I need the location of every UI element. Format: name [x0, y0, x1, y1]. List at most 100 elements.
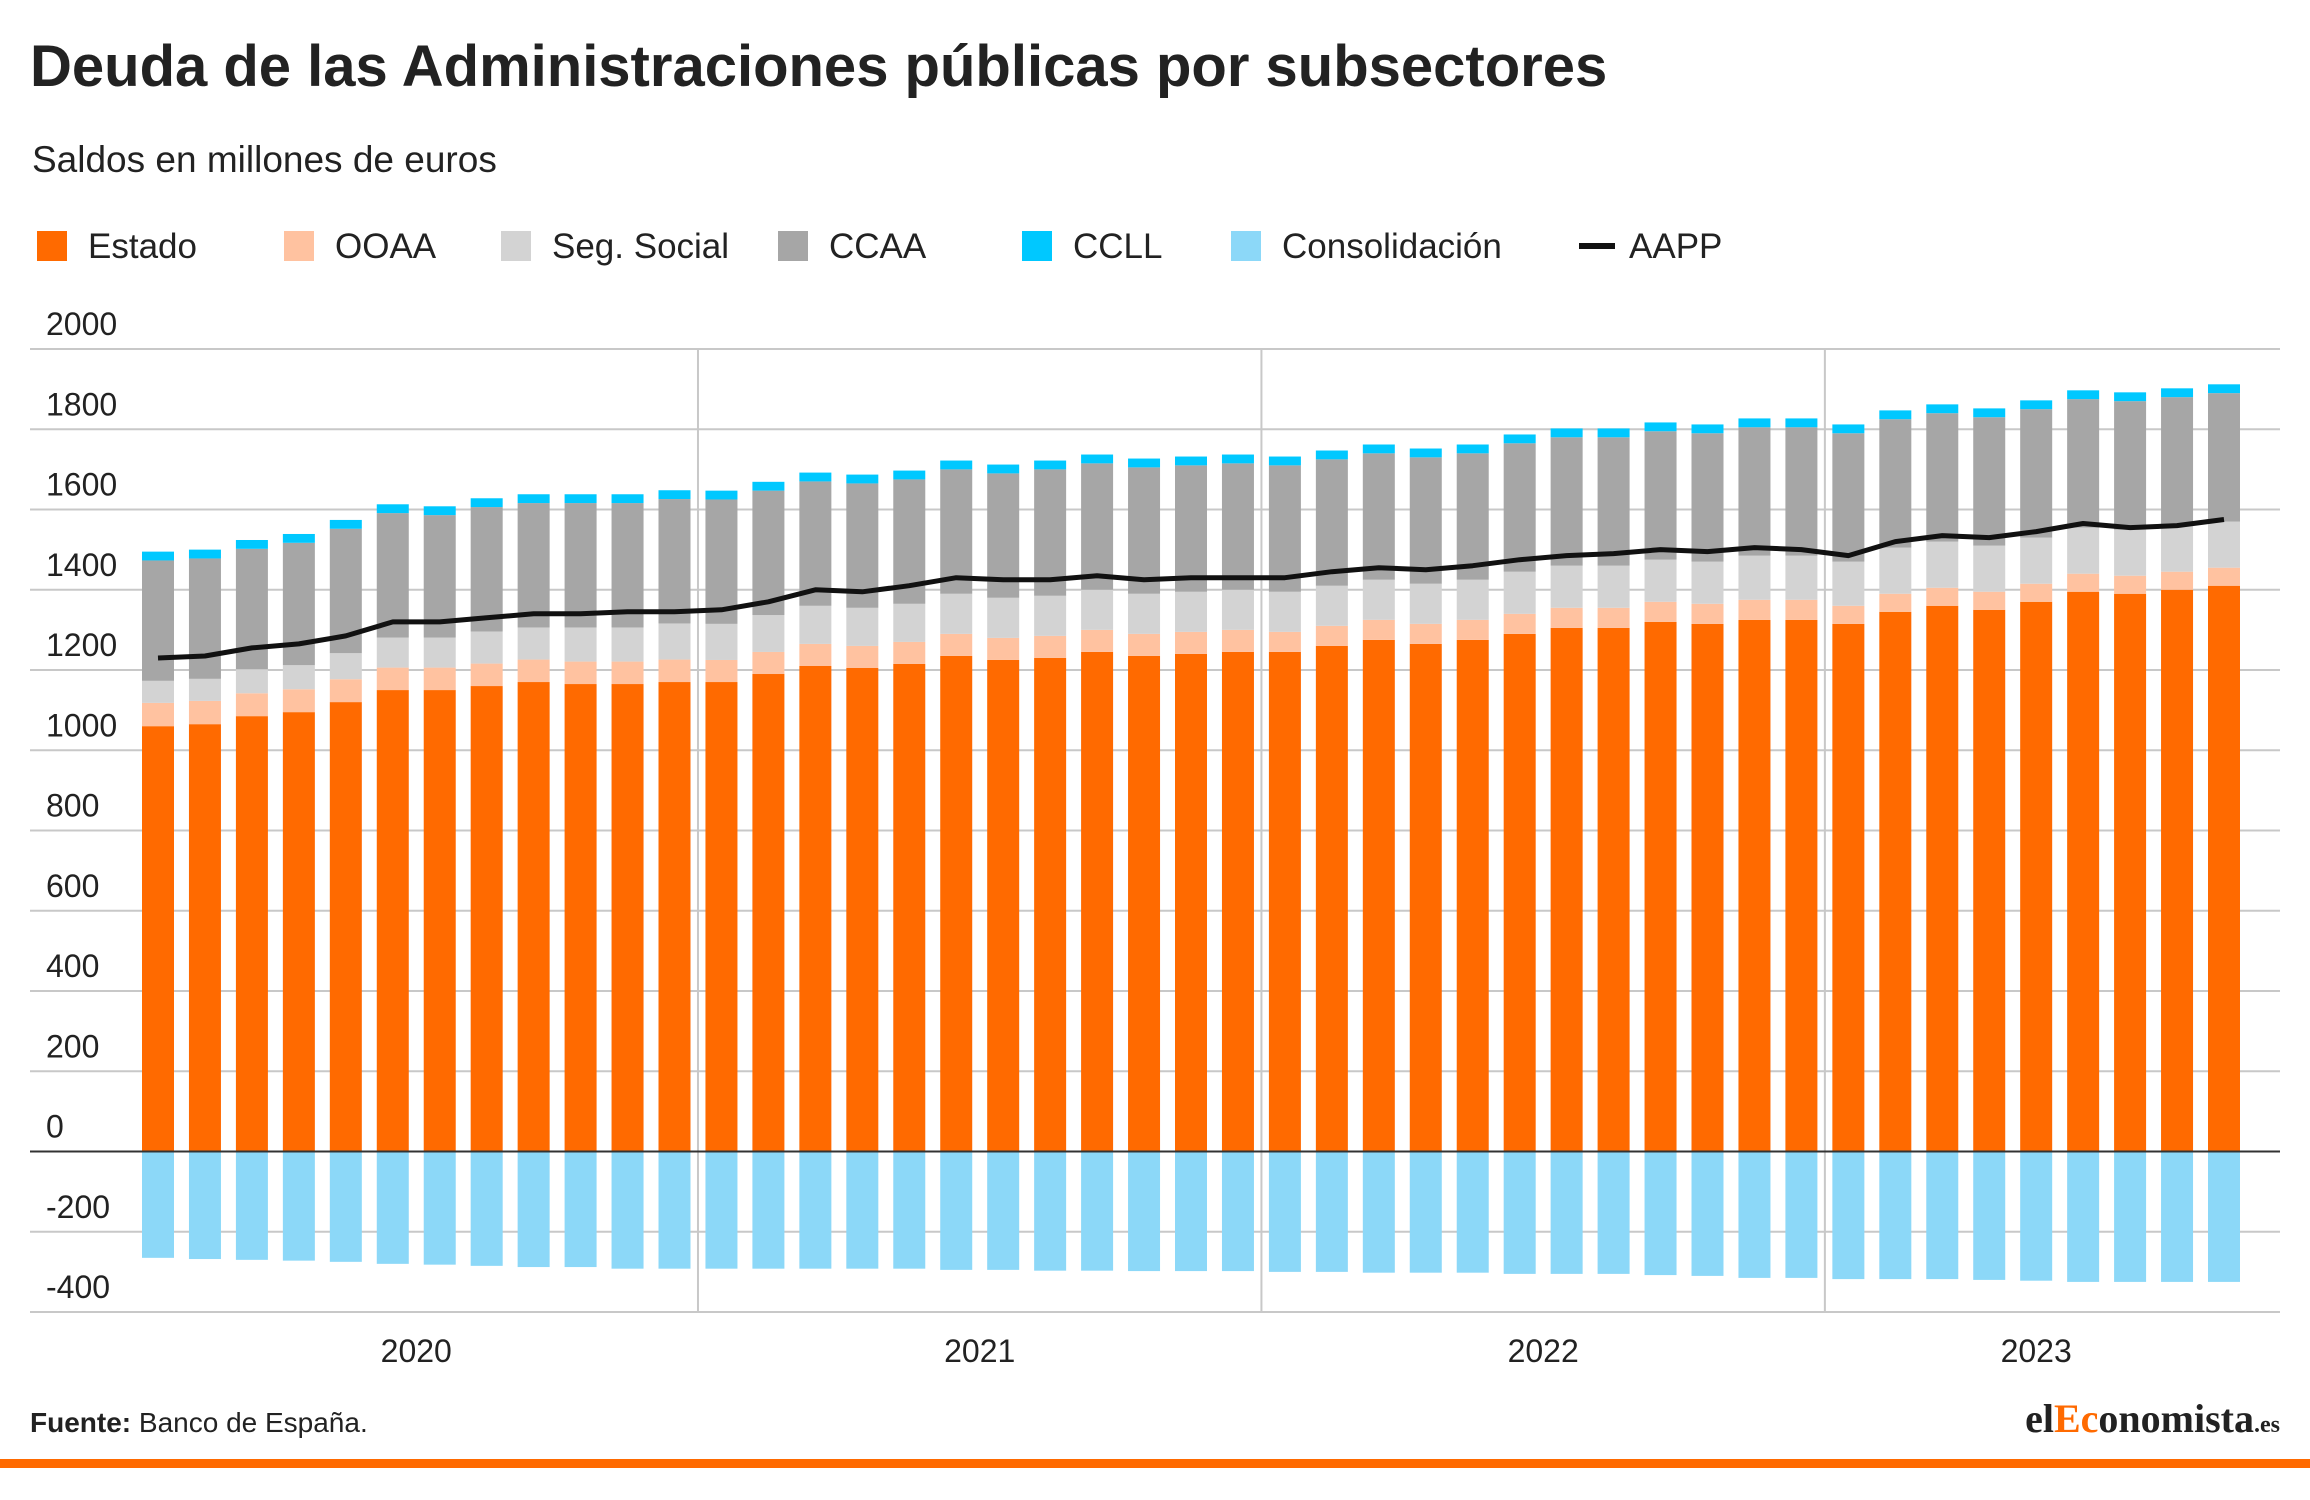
- bar-segment: [1691, 561, 1724, 604]
- bar-segment: [611, 1151, 644, 1269]
- bar-segment: [1456, 453, 1489, 580]
- bar-segment: [846, 1151, 879, 1269]
- bar-segment: [1409, 457, 1442, 584]
- bar-segment: [1315, 1151, 1348, 1272]
- bar-segment: [1597, 607, 1630, 628]
- bar-segment: [1034, 635, 1067, 658]
- bar-segment: [940, 1151, 973, 1270]
- bar-segment: [658, 1151, 691, 1269]
- bar-segment: [423, 637, 456, 668]
- bar-segment: [1832, 433, 1865, 562]
- bar-segment: [1409, 583, 1442, 624]
- bar-segment: [705, 490, 738, 500]
- bar-segment: [329, 519, 362, 529]
- bar-segment: [1644, 601, 1677, 622]
- bar-segment: [142, 680, 174, 703]
- bar-segment: [752, 651, 785, 675]
- bar-segment: [188, 558, 221, 679]
- bar-segment: [1268, 591, 1301, 632]
- bar-segment: [1738, 1151, 1771, 1278]
- bar-segment: [1221, 463, 1254, 590]
- bar-segment: [1456, 639, 1489, 1152]
- bar-segment: [2114, 401, 2147, 530]
- bar-segment: [1832, 561, 1865, 606]
- bar-segment: [799, 1151, 832, 1269]
- bar-segment: [1879, 593, 1912, 612]
- bar-segment: [329, 702, 362, 1152]
- bar-segment: [1597, 627, 1630, 1152]
- bar-segment: [188, 724, 221, 1152]
- bar-segment: [1691, 603, 1724, 624]
- legend-swatch: [1022, 231, 1052, 261]
- bar-segment: [235, 716, 268, 1152]
- bar-segment: [376, 667, 409, 691]
- bar-segment: [1644, 422, 1677, 432]
- bar-segment: [282, 689, 315, 713]
- bar-segment: [470, 507, 503, 632]
- bar-segment: [752, 490, 785, 616]
- bar-segment: [940, 593, 973, 634]
- bar-segment: [1268, 465, 1301, 592]
- bar-segment: [376, 504, 409, 514]
- bar-segment: [1362, 1151, 1395, 1273]
- bar-segment: [940, 633, 973, 656]
- bar-segment: [1221, 1151, 1254, 1272]
- bar-segment: [2067, 390, 2100, 400]
- bar-segment: [893, 1151, 926, 1269]
- bar-segment: [1973, 417, 2006, 546]
- bar-segment: [1221, 651, 1254, 1152]
- bar-segment: [1268, 651, 1301, 1152]
- bar-segment: [2208, 393, 2240, 522]
- bar-segment: [1785, 619, 1818, 1152]
- legend-label: OOAA: [335, 227, 437, 266]
- bar-segment: [564, 494, 597, 504]
- bar-segment: [564, 1151, 597, 1268]
- bar-segment: [1926, 541, 1959, 588]
- bar-segment: [2067, 399, 2100, 528]
- bar-segment: [564, 503, 597, 628]
- source-text: Banco de España.: [139, 1407, 368, 1438]
- bar-segment: [752, 615, 785, 652]
- bar-segment: [2161, 525, 2194, 572]
- bar-segment: [987, 464, 1020, 474]
- bar-segment: [282, 712, 315, 1152]
- bar-segment: [564, 684, 597, 1152]
- bar-segment: [1362, 453, 1395, 580]
- bar-segment: [2161, 589, 2194, 1152]
- bar-segment: [611, 661, 644, 685]
- bar-segment: [1175, 631, 1207, 654]
- bar-segment: [1550, 437, 1583, 566]
- bar-segment: [142, 702, 174, 727]
- bar-segment: [1785, 418, 1818, 428]
- x-group-label: 2023: [2001, 1333, 2072, 1369]
- bar-segment: [987, 1151, 1020, 1270]
- bar-segment: [705, 682, 738, 1152]
- bar-segment: [1081, 463, 1114, 590]
- bar-segment: [752, 481, 785, 491]
- source-label: Fuente:: [30, 1407, 131, 1438]
- bar-segment: [517, 1151, 550, 1268]
- bar-segment: [1973, 1151, 2006, 1280]
- bar-segment: [142, 726, 174, 1152]
- bar-segment: [1034, 1151, 1067, 1271]
- bar-segment: [1879, 410, 1912, 420]
- bar-segment: [1503, 633, 1536, 1152]
- bar-segment: [470, 631, 503, 664]
- bar-segment: [893, 603, 926, 642]
- bar-segment: [1597, 428, 1630, 438]
- legend-label: AAPP: [1629, 227, 1722, 266]
- bar-segment: [893, 641, 926, 664]
- bar-segment: [1034, 657, 1067, 1152]
- bar-segment: [1128, 458, 1161, 468]
- bar-segment: [1034, 460, 1067, 470]
- bar-segment: [1315, 459, 1348, 586]
- bar-segment: [1597, 437, 1630, 566]
- bar-segment: [142, 1151, 174, 1258]
- bar-segment: [1081, 651, 1114, 1152]
- bar-segment: [1128, 633, 1161, 656]
- bar-segment: [1550, 1151, 1583, 1274]
- bar-segment: [1973, 545, 2006, 592]
- bar-segment: [1362, 444, 1395, 454]
- bar-segment: [1503, 443, 1536, 572]
- bar-segment: [1550, 607, 1583, 628]
